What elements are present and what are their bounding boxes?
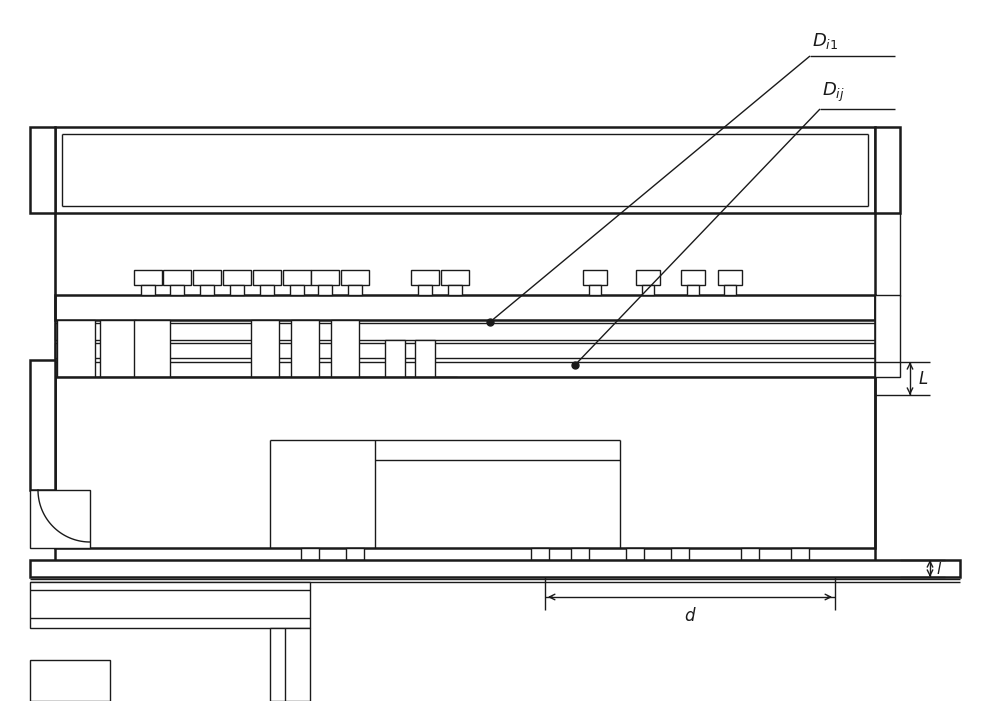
Bar: [441, 270, 469, 285]
Bar: [583, 270, 607, 285]
Bar: [687, 285, 699, 295]
Bar: [875, 127, 900, 213]
Text: $L$: $L$: [918, 369, 928, 388]
Bar: [134, 270, 162, 285]
Bar: [589, 285, 601, 295]
Bar: [270, 628, 310, 701]
Bar: [311, 270, 339, 285]
Text: $l$: $l$: [936, 561, 942, 576]
Text: $d$: $d$: [684, 607, 696, 625]
Bar: [348, 285, 362, 295]
Bar: [163, 270, 191, 285]
Bar: [290, 285, 304, 295]
Bar: [283, 270, 311, 285]
Bar: [57, 405, 257, 420]
Bar: [671, 548, 689, 560]
Bar: [418, 285, 432, 295]
Bar: [30, 490, 90, 548]
Bar: [411, 270, 439, 285]
Bar: [791, 548, 809, 560]
Bar: [55, 323, 875, 340]
Bar: [134, 320, 170, 490]
Bar: [30, 360, 55, 490]
Bar: [55, 295, 875, 320]
Bar: [448, 285, 462, 295]
Bar: [30, 560, 960, 577]
Bar: [531, 548, 549, 560]
Bar: [385, 340, 405, 470]
Bar: [346, 548, 364, 560]
Bar: [223, 270, 251, 285]
Text: $D_{ij}$: $D_{ij}$: [822, 81, 845, 104]
Bar: [718, 270, 742, 285]
Bar: [193, 270, 221, 285]
Bar: [291, 320, 319, 490]
Bar: [301, 548, 319, 560]
Bar: [318, 285, 332, 295]
Bar: [55, 343, 875, 358]
Bar: [626, 548, 644, 560]
Bar: [253, 270, 281, 285]
Bar: [57, 320, 95, 490]
Bar: [30, 660, 110, 701]
Bar: [741, 548, 759, 560]
Bar: [55, 127, 875, 213]
Bar: [30, 127, 55, 213]
Bar: [571, 548, 589, 560]
Bar: [57, 425, 257, 438]
Bar: [230, 285, 244, 295]
Bar: [341, 270, 369, 285]
Bar: [141, 285, 155, 295]
Bar: [681, 270, 705, 285]
Bar: [30, 582, 310, 628]
Bar: [642, 285, 654, 295]
Bar: [100, 320, 136, 490]
Bar: [331, 320, 359, 490]
Bar: [260, 285, 274, 295]
Bar: [55, 362, 875, 377]
Text: $D_{i1}$: $D_{i1}$: [812, 31, 838, 51]
Bar: [415, 340, 435, 470]
Bar: [57, 377, 457, 397]
Bar: [251, 320, 279, 490]
Bar: [170, 285, 184, 295]
Bar: [724, 285, 736, 295]
Bar: [55, 377, 875, 548]
Bar: [200, 285, 214, 295]
Bar: [875, 295, 900, 377]
Bar: [636, 270, 660, 285]
